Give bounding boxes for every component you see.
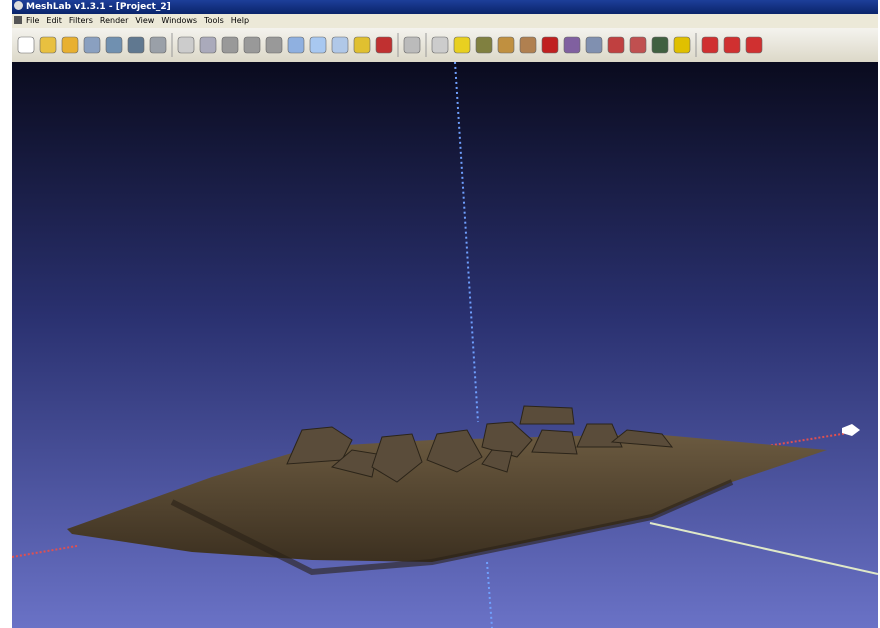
tool-button[interactable]	[541, 36, 559, 54]
tool-button[interactable]	[585, 36, 603, 54]
tool-button[interactable]	[701, 36, 719, 54]
window-title: MeshLab v1.3.1 - [Project_2]	[26, 2, 171, 12]
tool-button[interactable]	[199, 36, 217, 54]
tool-button[interactable]	[243, 36, 261, 54]
menu-item[interactable]: Edit	[46, 16, 62, 25]
tool-button[interactable]	[309, 36, 327, 54]
tool-button[interactable]	[61, 36, 79, 54]
title-bar: MeshLab v1.3.1 - [Project_2]	[12, 0, 878, 14]
tool-button[interactable]	[353, 36, 371, 54]
tool-button[interactable]	[673, 36, 691, 54]
z-axis	[454, 62, 479, 423]
menu-item[interactable]: Help	[230, 16, 250, 25]
tool-button[interactable]	[607, 36, 625, 54]
tool-button[interactable]	[105, 36, 123, 54]
tool-button[interactable]	[177, 36, 195, 54]
tool-button[interactable]	[149, 36, 167, 54]
tool-button[interactable]	[497, 36, 515, 54]
tool-button[interactable]	[431, 36, 449, 54]
axis-arrow	[842, 424, 860, 436]
tool-button[interactable]	[519, 36, 537, 54]
tool-button[interactable]	[221, 36, 239, 54]
tool-button[interactable]	[83, 36, 101, 54]
menu-item[interactable]: View	[135, 16, 155, 25]
menu-item[interactable]: Render	[99, 16, 129, 25]
tool-button[interactable]	[453, 36, 471, 54]
viewport	[12, 62, 878, 628]
tool-button[interactable]	[127, 36, 145, 54]
toolbar	[12, 28, 878, 63]
y-axis	[649, 522, 878, 575]
tool-button[interactable]	[745, 36, 763, 54]
terrain-edge	[170, 479, 734, 576]
tool-button[interactable]	[265, 36, 283, 54]
x-axis	[12, 545, 78, 558]
tool-button[interactable]	[651, 36, 669, 54]
tool-button[interactable]	[375, 36, 393, 54]
tool-button[interactable]	[17, 36, 35, 54]
tool-button[interactable]	[403, 36, 421, 54]
tool-button[interactable]	[331, 36, 349, 54]
menu-bar: File Edit Filters Render View Windows Tools Hel…	[12, 14, 878, 28]
meshlab-window: MeshLab v1.3.1 - [Project_2] File Edit Fil…	[12, 0, 878, 628]
menu-item[interactable]: Filters	[68, 16, 93, 25]
tool-button[interactable]	[287, 36, 305, 54]
tool-button[interactable]	[563, 36, 581, 54]
rocks	[286, 405, 674, 483]
menu-item[interactable]: Tools	[204, 16, 224, 25]
tool-button[interactable]	[475, 36, 493, 54]
tool-button[interactable]	[39, 36, 57, 54]
tool-button[interactable]	[723, 36, 741, 54]
menu-item[interactable]: Windows	[161, 16, 198, 25]
terrain	[67, 434, 827, 562]
z-axis	[486, 561, 493, 628]
menu-item[interactable]: File	[26, 16, 40, 25]
x-axis	[766, 432, 849, 447]
tool-button[interactable]	[629, 36, 647, 54]
